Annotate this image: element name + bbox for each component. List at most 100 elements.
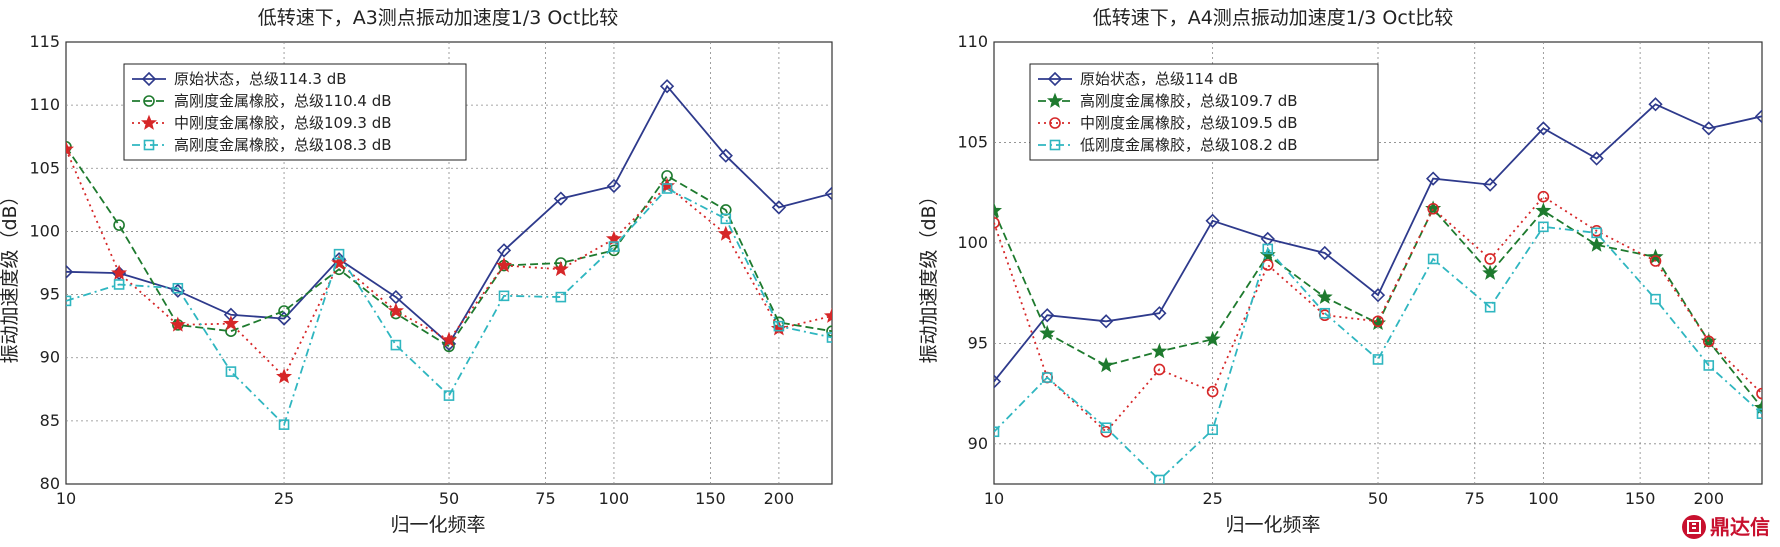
data-point <box>773 320 785 332</box>
data-point <box>718 148 733 163</box>
x-tick-label: 100 <box>599 489 630 508</box>
legend-marker <box>140 114 158 130</box>
data-point <box>1536 121 1551 136</box>
data-point <box>1319 307 1331 319</box>
legend-box <box>1029 63 1379 161</box>
legend-marker <box>1046 92 1064 108</box>
data-point <box>276 368 293 384</box>
data-point <box>826 325 832 337</box>
data-point <box>66 295 72 307</box>
data-point <box>222 315 239 331</box>
data-point <box>1372 315 1384 328</box>
data-point <box>1648 97 1663 112</box>
series-line <box>66 84 832 346</box>
data-point <box>169 316 186 332</box>
x-tick-label: 200 <box>764 489 795 508</box>
data-point <box>1204 330 1221 347</box>
data-point <box>1426 171 1441 186</box>
data-point <box>1041 372 1053 383</box>
plot-area: 80 85 90 95 100 105 110 115 10 25 50 75 100 150 200 原始状… <box>29 32 833 508</box>
y-tick-label: 100 <box>957 233 988 252</box>
data-point <box>823 307 832 323</box>
data-point <box>1535 202 1552 218</box>
data-point <box>771 200 787 215</box>
y-axis-label: 振动加速度级（dB） <box>0 186 21 363</box>
x-tick-label: 25 <box>1202 489 1222 508</box>
data-point <box>333 248 345 260</box>
data-point <box>1262 243 1274 255</box>
data-point <box>390 339 402 351</box>
data-point <box>1205 213 1220 228</box>
y-tick-label: 105 <box>957 132 988 151</box>
data-point <box>1427 253 1439 265</box>
data-point <box>1703 360 1715 371</box>
data-point <box>1317 245 1332 261</box>
data-point <box>994 426 1000 438</box>
data-point <box>1316 288 1333 304</box>
watermark-glyph <box>1687 520 1701 534</box>
data-point <box>1151 342 1168 359</box>
legend: 原始状态，总级114 dB 高刚度金属橡胶，总级109.7 dB 中刚度金属橡胶，总… <box>1029 63 1379 161</box>
legend-label: 中刚度金属橡胶，总级109.3 dB <box>174 114 392 132</box>
y-tick-label: 90 <box>968 434 988 453</box>
data-point <box>553 191 568 206</box>
data-point <box>720 213 732 225</box>
series-line <box>994 195 1762 434</box>
chart-a4: 低转速下，A4测点振动加速度1/3 Oct比较 归一化频率 振动加速度级（dB）… <box>918 7 1763 536</box>
legend-label: 原始状态，总级114 dB <box>1080 70 1238 88</box>
data-point <box>66 140 75 157</box>
legend-label: 高刚度金属橡胶，总级108.3 dB <box>174 136 392 154</box>
legend-label: 中刚度金属橡胶，总级109.5 dB <box>1080 114 1298 132</box>
data-point <box>1588 236 1605 252</box>
legend-marker <box>141 71 157 87</box>
legend-label: 低刚度金属橡胶，总级108.2 dB <box>1080 136 1298 154</box>
legend-label: 原始状态，总级114.3 dB <box>174 70 347 88</box>
y-tick-label: 100 <box>29 221 60 240</box>
watermark-logo: 鼎达信 <box>1682 515 1770 539</box>
x-tick-label: 75 <box>535 489 555 508</box>
data-point <box>1100 422 1112 434</box>
data-point <box>1040 308 1055 323</box>
y-tick-label: 110 <box>957 32 988 51</box>
data-point <box>1099 314 1114 329</box>
data-point <box>1154 474 1165 484</box>
data-point <box>1372 354 1384 365</box>
data-point <box>1753 399 1762 415</box>
x-tick-label: 150 <box>695 489 726 508</box>
data-point <box>1370 288 1386 303</box>
y-tick-label: 95 <box>968 333 988 352</box>
x-axis-label: 归一化频率 <box>1225 514 1320 536</box>
legend-marker <box>143 139 155 151</box>
data-point <box>555 291 567 303</box>
data-point <box>1650 293 1661 305</box>
x-tick-label: 75 <box>1465 489 1485 508</box>
x-axis-label: 归一化频率 <box>390 514 485 536</box>
watermark-text: 鼎达信 <box>1710 515 1770 539</box>
y-tick-label: 105 <box>29 158 60 177</box>
legend-box <box>123 63 467 161</box>
data-point <box>111 264 128 280</box>
data-point <box>113 279 125 290</box>
chart-a3: 低转速下，A3测点振动加速度1/3 Oct比较 归一化频率 振动加速度级（dB）… <box>0 7 833 536</box>
data-point <box>1153 363 1166 376</box>
data-point <box>495 257 513 273</box>
data-point <box>824 186 832 201</box>
y-tick-label: 85 <box>40 411 60 430</box>
data-point <box>1482 264 1499 280</box>
data-point <box>66 264 74 279</box>
y-tick-label: 95 <box>40 285 60 304</box>
data-point <box>1701 121 1716 136</box>
data-point <box>1483 177 1498 192</box>
legend-marker <box>1047 71 1063 87</box>
y-tick-label: 90 <box>40 348 60 367</box>
data-point <box>1702 335 1715 348</box>
data-point <box>1484 253 1496 265</box>
data-point <box>1756 387 1762 400</box>
plot-area: 90 95 100 105 110 10 25 50 75 100 150 200 原始状态，总级114… <box>957 32 1763 508</box>
data-point <box>659 79 675 94</box>
series-4 <box>66 183 832 430</box>
legend-marker <box>1049 139 1061 151</box>
data-point <box>1206 385 1219 398</box>
data-point <box>276 311 292 326</box>
